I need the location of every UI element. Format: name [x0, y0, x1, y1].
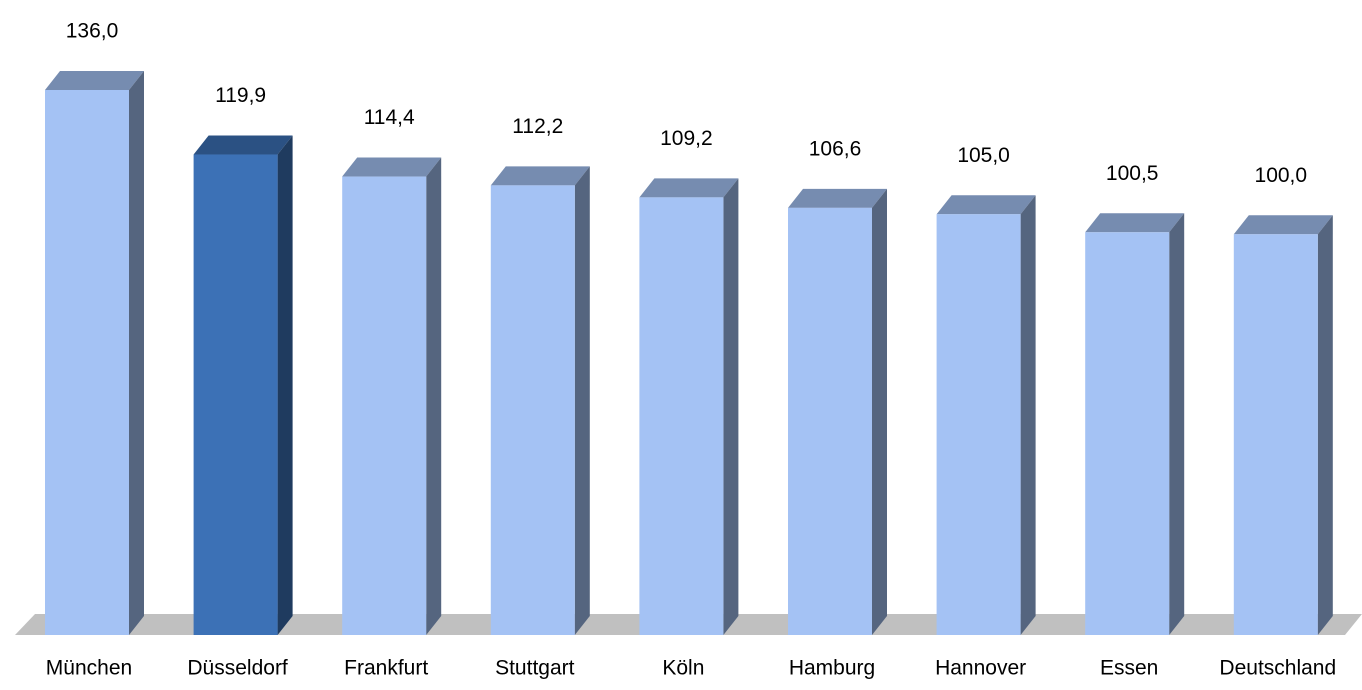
bar-top — [45, 71, 144, 90]
bar-top — [788, 188, 887, 208]
value-label: 136,0 — [66, 20, 119, 43]
x-tick-label: Essen — [1100, 657, 1158, 680]
x-tick-label: Stuttgart — [495, 657, 575, 680]
value-label: 105,0 — [957, 144, 1010, 167]
bar — [193, 154, 278, 636]
bar — [342, 176, 427, 635]
bar-top — [1233, 215, 1333, 235]
bar — [45, 90, 129, 635]
x-tick-label: München — [46, 657, 132, 680]
x-tick-label: Hannover — [935, 657, 1026, 680]
bar — [1233, 234, 1318, 635]
value-label: 100,5 — [1106, 162, 1159, 185]
bar-side — [574, 166, 590, 635]
x-tick-label: Köln — [662, 657, 704, 680]
x-tick-label: Frankfurt — [344, 657, 428, 680]
bar-top — [639, 178, 739, 198]
bar-top — [1085, 213, 1185, 233]
bar-top — [936, 195, 1036, 215]
bar-side — [277, 135, 293, 636]
value-label: 114,4 — [364, 106, 415, 129]
value-label: 109,2 — [660, 127, 713, 150]
bar — [788, 207, 872, 636]
bar-top — [490, 166, 590, 186]
x-tick-label: Düsseldorf — [187, 657, 288, 680]
bar-side — [426, 157, 442, 635]
bar — [936, 214, 1021, 635]
value-label: 119,9 — [215, 84, 266, 107]
value-label: 112,2 — [512, 115, 563, 138]
value-label: 100,0 — [1255, 164, 1308, 187]
bar — [639, 197, 724, 635]
bar — [490, 185, 575, 635]
bar-side — [129, 71, 144, 635]
bar-top — [193, 135, 293, 155]
bar-side — [1020, 195, 1036, 635]
bar-side — [1317, 215, 1333, 635]
bar-top — [342, 157, 442, 177]
x-tick-label: Hamburg — [789, 657, 875, 680]
value-label: 106,6 — [809, 137, 862, 160]
x-tick-label: Deutschland — [1219, 657, 1336, 680]
bar-side — [1169, 213, 1185, 635]
bar — [1085, 232, 1170, 635]
bar-side — [723, 178, 739, 635]
bar-side — [872, 188, 887, 636]
